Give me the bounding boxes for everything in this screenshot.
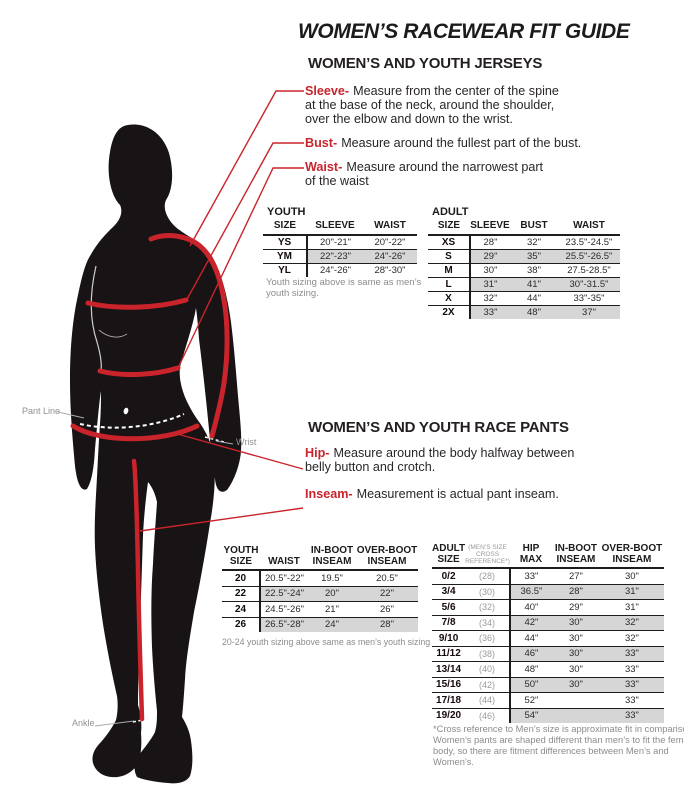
adult-jersey-table-label: ADULT — [432, 206, 469, 218]
inseam-measurement: Inseam- Measurement is actual pant inseam… — [305, 487, 559, 501]
chest-contour-line — [90, 265, 102, 372]
pant-line-pointer — [57, 411, 85, 419]
jerseys-heading: WOMEN’S AND YOUTH JERSEYS — [308, 55, 543, 72]
inseam-callout-line — [139, 507, 304, 532]
sleeve-callout-line — [189, 90, 304, 247]
page-title: WOMEN’S RACEWEAR FIT GUIDE — [298, 20, 630, 43]
hip-measurement: Hip- Measure around the body halfway betw… — [305, 446, 574, 474]
hip-callout-line — [173, 432, 304, 470]
youth-jersey-note-line1: Youth sizing above is same as men’s — [266, 277, 422, 288]
youth-pants-table: YOUTH SIZE WAIST IN-BOOT INSEAM OVER-BOOT INSE… — [222, 545, 418, 632]
waist-callout-line — [177, 167, 304, 369]
youth-pants-table-grid: YOUTH SIZE WAIST IN-BOOT INSEAM OVER-BOOT INSE… — [222, 545, 418, 632]
youth-jersey-table: YOUTH SIZE SLEEVE WAIST YS 20"-21" 20"-22" YM 2… — [263, 206, 417, 277]
adult-pants-table: ADULT SIZE (MEN’S SIZE CROSS REFERENCE*) HIP M… — [432, 543, 664, 723]
waist-text-line1: Measure around the narrowest part — [346, 160, 544, 174]
inseam-term: Inseam- — [305, 487, 353, 501]
sleeve-term: Sleeve- — [305, 84, 350, 98]
youth-jersey-table-grid: SIZE SLEEVE WAIST YS 20"-21" 20"-22" YM 22"-23"… — [263, 220, 417, 277]
wrist-pointer — [215, 440, 234, 445]
waist-measurement: Waist- Measure around the narrowest part … — [305, 160, 543, 188]
navel — [123, 407, 129, 415]
inseam-measure-line — [131, 458, 145, 722]
youth-jersey-table-label: YOUTH — [267, 206, 306, 218]
pant-line-dashed — [79, 413, 185, 429]
hip-term: Hip- — [305, 446, 330, 460]
bust-contour-line — [98, 329, 128, 338]
ankle-label: Ankle — [72, 718, 95, 728]
waist-measure-line — [97, 365, 181, 378]
adult-jersey-table-grid: SIZE SLEEVE BUST WAIST XS 28" 32" 23.5"-24.5" S 2… — [428, 220, 620, 319]
inseam-text-line1: Measurement is actual pant inseam. — [356, 487, 559, 501]
hip-measure-line — [70, 423, 200, 442]
footnote-line3: body, so there are fitment differences b… — [433, 746, 669, 756]
sleeve-text-line3: over the elbow and down to the wrist. — [305, 112, 513, 126]
sleeve-measure-line — [148, 233, 230, 439]
youth-jersey-note: Youth sizing above is same as men’s yout… — [266, 277, 421, 299]
adult-pants-table-grid: ADULT SIZE (MEN’S SIZE CROSS REFERENCE*) HIP M… — [432, 543, 664, 723]
wrist-label: Wrist — [236, 437, 257, 447]
sleeve-text-line1: Measure from the center of the spine — [353, 84, 559, 98]
body-silhouette — [70, 124, 242, 784]
waist-term: Waist- — [305, 160, 343, 174]
youth-jersey-note-line2: youth sizing. — [266, 288, 319, 299]
cross-reference-footnote: *Cross reference to Men’s size is approx… — [433, 724, 684, 768]
bust-callout-line — [185, 142, 304, 302]
bust-term: Bust- — [305, 136, 338, 150]
waist-text-line2: of the waist — [305, 174, 369, 188]
pants-heading: WOMEN’S AND YOUTH RACE PANTS — [308, 419, 569, 436]
hip-text-line2: belly button and crotch. — [305, 460, 436, 474]
adult-jersey-table: ADULT SIZE SLEEVE BUST WAIST XS 28" 32" 23.5"-2… — [428, 206, 620, 319]
ankle-pointer — [94, 720, 135, 727]
footnote-line1: *Cross reference to Men’s size is approx… — [433, 724, 684, 734]
youth-pants-note: 20-24 youth sizing above same as men’s y… — [222, 637, 431, 647]
footnote-line2: Women’s pants are shaped different than … — [433, 735, 684, 745]
footnote-line4: Women’s. — [433, 757, 474, 767]
bust-measurement: Bust- Measure around the fullest part of … — [305, 136, 581, 150]
bust-text-line1: Measure around the fullest part of the b… — [341, 136, 582, 150]
sleeve-measurement: Sleeve- Measure from the center of the sp… — [305, 84, 559, 126]
hip-text-line1: Measure around the body halfway between — [333, 446, 575, 460]
bust-measure-line — [85, 297, 189, 310]
sleeve-text-line2: at the base of the neck, around the shou… — [305, 98, 555, 112]
pant-line-label: Pant Line — [22, 406, 61, 416]
women-silhouette-figure — [57, 90, 304, 784]
